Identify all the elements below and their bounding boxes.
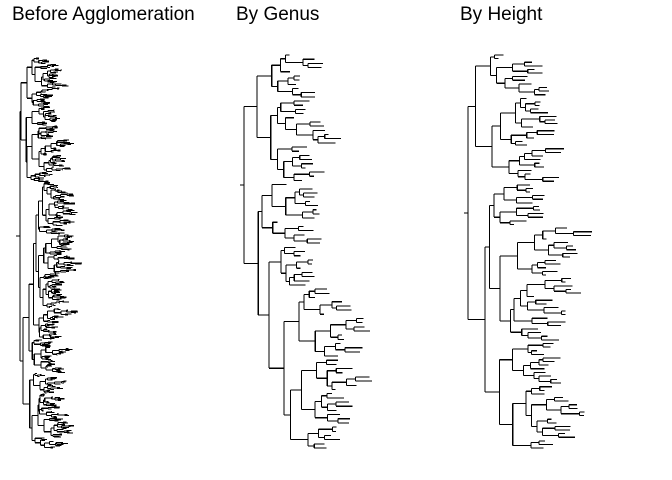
tree-by-height <box>464 54 592 449</box>
panel-title-before-agglomeration: Before Agglomeration <box>12 4 195 25</box>
panel-by-height: By Height <box>460 0 666 480</box>
tree-branches-by-height <box>464 54 592 449</box>
tree-before-agglomeration <box>16 57 82 449</box>
panel-title-by-genus: By Genus <box>236 4 320 25</box>
tree-branches-by-genus <box>240 54 372 449</box>
tree-branches-before-agglomeration <box>16 57 82 449</box>
panel-title-by-height: By Height <box>460 4 543 25</box>
panel-by-genus: By Genus <box>236 0 448 480</box>
panel-before-agglomeration: Before Agglomeration <box>12 0 230 480</box>
tree-by-genus <box>240 54 372 449</box>
